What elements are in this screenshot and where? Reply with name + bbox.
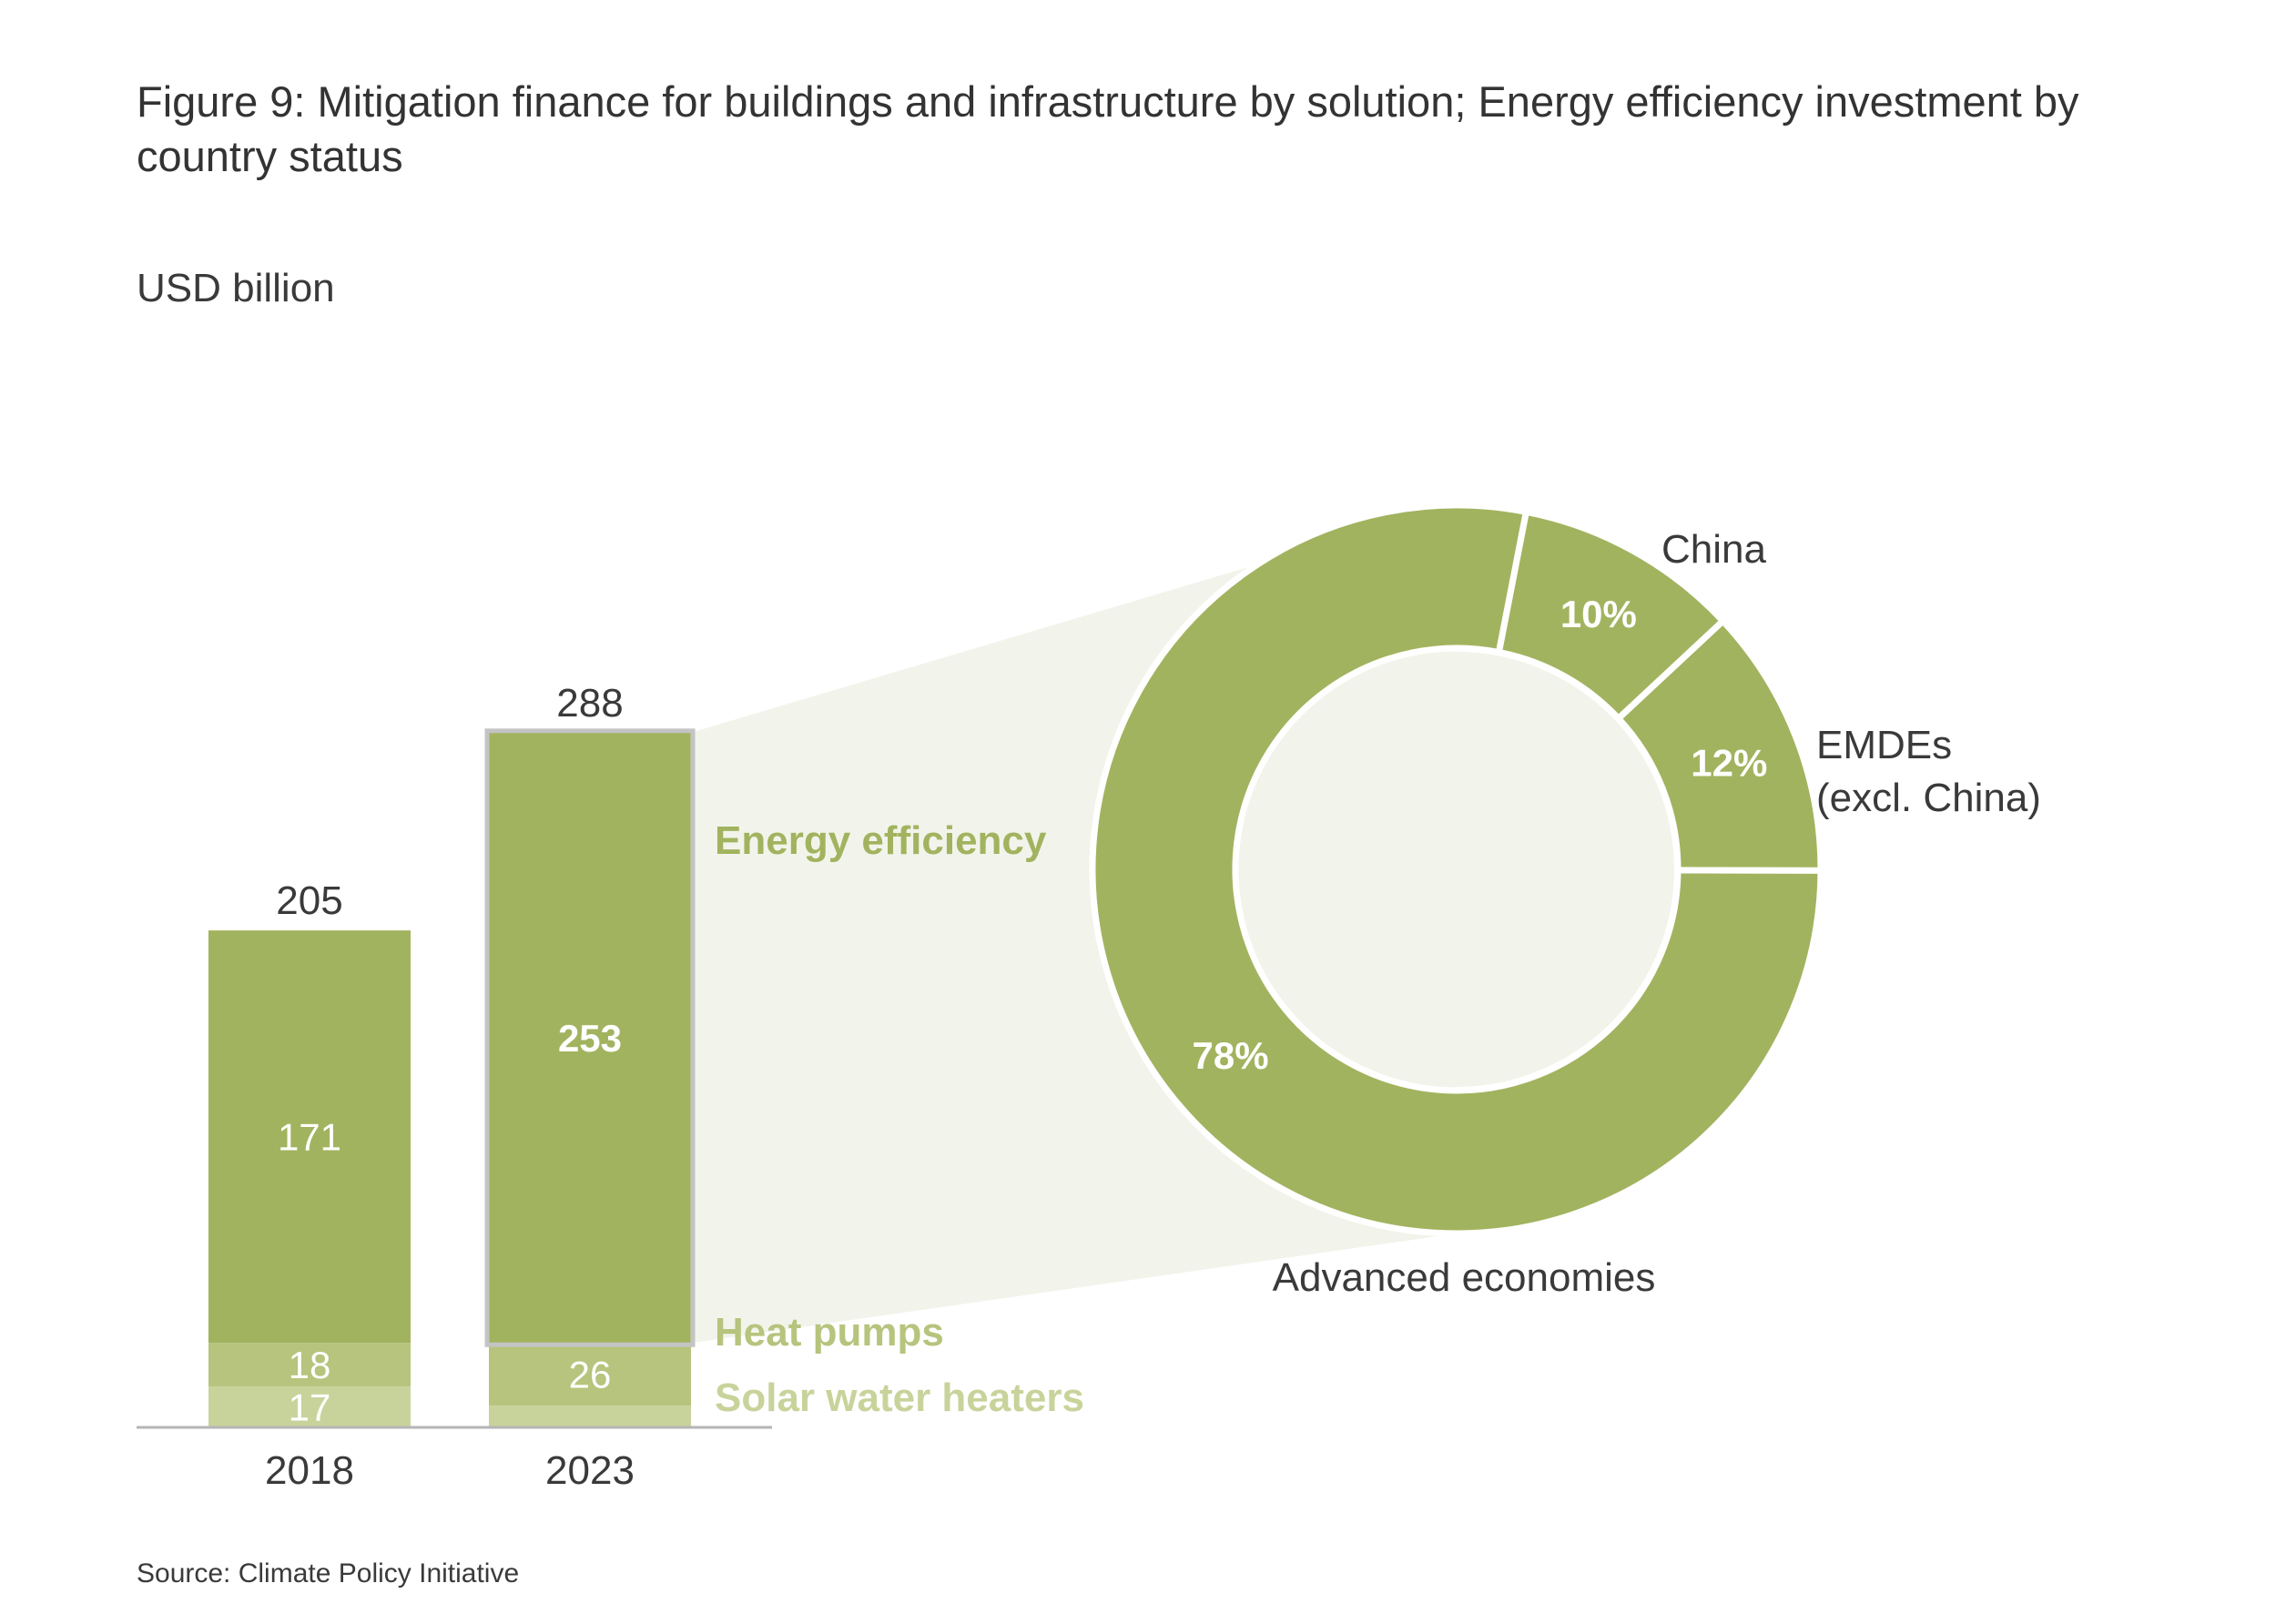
- data-label-2023-heat-pumps: 26: [569, 1354, 612, 1396]
- data-label-2018-solar-water-heaters: 17: [289, 1385, 331, 1428]
- data-label-2018-energy-efficiency: 171: [278, 1116, 341, 1159]
- data-label-2018-heat-pumps: 18: [289, 1344, 331, 1386]
- y-axis-unit-label: USD billion: [137, 266, 335, 310]
- total-label-2018: 205: [276, 878, 342, 923]
- data-label-2023-energy-efficiency: 253: [558, 1017, 622, 1060]
- source-note: Source: Climate Policy Initiative: [137, 1558, 520, 1588]
- donut-label-china: 10%: [1560, 593, 1637, 635]
- donut-label-emdes-excl-china: 12%: [1691, 742, 1767, 785]
- legend-label-heat-pumps: Heat pumps: [715, 1310, 944, 1355]
- bar-2018-energy-efficiency: [208, 930, 411, 1344]
- bar-2023-energy-efficiency: [489, 732, 691, 1344]
- legend-label-energy-efficiency: Energy efficiency: [715, 818, 1047, 863]
- bar-2018-solar-water-heaters: [208, 1385, 411, 1427]
- donut-slice-advanced-economies: [1089, 502, 1824, 1237]
- bar-2023-heat-pumps: [489, 1343, 691, 1406]
- x-tick-label-2023: 2023: [545, 1448, 635, 1493]
- bar-2023-solar-water-heaters: [489, 1406, 691, 1427]
- donut-hole: [1239, 652, 1674, 1087]
- donut-label-advanced-economies: 78%: [1193, 1034, 1269, 1077]
- donut-category-emdes-excl-china-line-2: (excl. China): [1816, 776, 2041, 820]
- total-label-2023: 288: [556, 681, 623, 726]
- donut-category-china: China: [1661, 527, 1766, 572]
- legend-label-solar-water-heaters: Solar water heaters: [715, 1375, 1084, 1420]
- x-tick-label-2018: 2018: [265, 1448, 354, 1493]
- chart-title: Figure 9: Mitigation finance for buildin…: [137, 77, 2079, 180]
- highlight-border: [484, 728, 696, 1347]
- donut-category-emdes-excl-china-line-1: EMDEs: [1816, 723, 1952, 767]
- donut-category-advanced-economies: Advanced economies: [1273, 1255, 1656, 1300]
- bar-2018-heat-pumps: [208, 1343, 411, 1386]
